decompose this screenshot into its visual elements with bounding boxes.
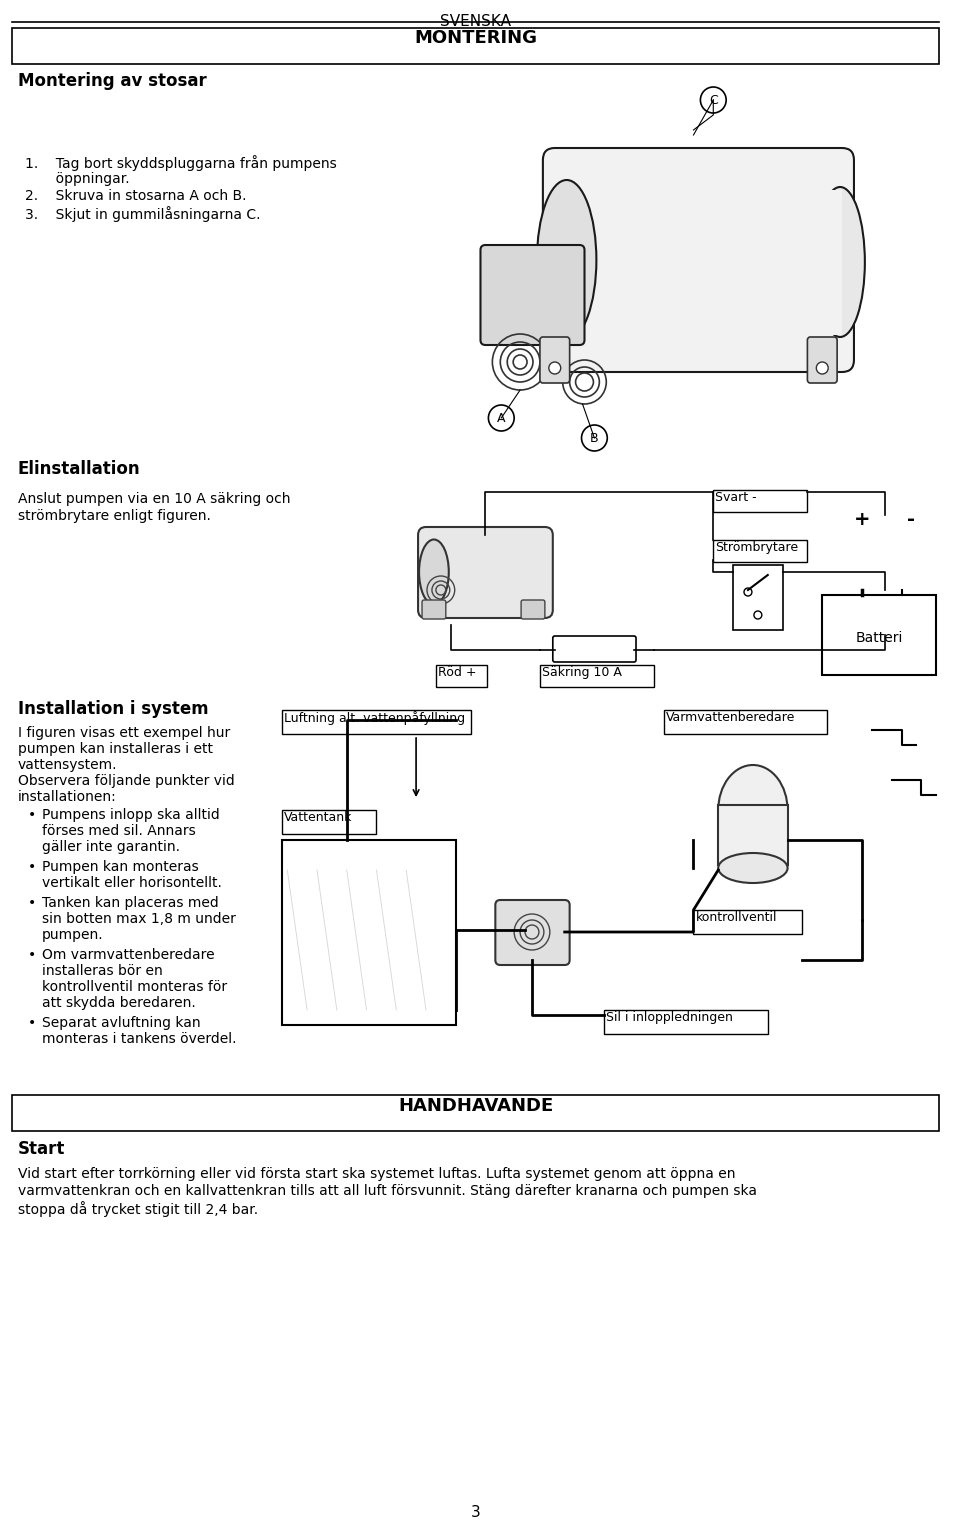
Text: Pumpen kan monteras: Pumpen kan monteras — [41, 860, 199, 874]
Text: Separat avluftning kan: Separat avluftning kan — [41, 1016, 201, 1030]
Bar — [282, 809, 376, 834]
Ellipse shape — [815, 187, 865, 337]
Text: pumpen kan installeras i ett: pumpen kan installeras i ett — [18, 742, 213, 756]
Text: Luftning alt. vattenpåfyllning: Luftning alt. vattenpåfyllning — [284, 711, 466, 725]
Bar — [282, 710, 470, 734]
Text: 2.    Skruva in stosarna A och B.: 2. Skruva in stosarna A och B. — [25, 190, 247, 203]
Text: +: + — [853, 509, 870, 529]
FancyBboxPatch shape — [718, 805, 787, 864]
Circle shape — [701, 87, 726, 113]
Bar — [540, 666, 654, 687]
Text: •: • — [28, 897, 36, 910]
Text: Varmvattenberedare: Varmvattenberedare — [665, 711, 795, 724]
FancyBboxPatch shape — [495, 900, 569, 965]
Text: Installation i system: Installation i system — [18, 701, 208, 718]
FancyBboxPatch shape — [540, 337, 569, 382]
Circle shape — [489, 405, 515, 431]
Text: HANDHAVANDE: HANDHAVANDE — [397, 1097, 553, 1115]
Text: Röd +: Röd + — [438, 666, 476, 679]
Bar — [604, 1010, 768, 1034]
Bar — [12, 28, 939, 64]
Text: vattensystem.: vattensystem. — [18, 757, 117, 773]
Text: kontrollventil: kontrollventil — [695, 910, 777, 924]
Text: MONTERING: MONTERING — [414, 29, 537, 47]
Text: 3: 3 — [470, 1506, 480, 1519]
Bar — [713, 490, 807, 513]
Text: Vattentank: Vattentank — [284, 811, 352, 825]
Text: SVENSKA: SVENSKA — [440, 14, 511, 29]
FancyBboxPatch shape — [422, 600, 445, 620]
Text: I figuren visas ett exempel hur: I figuren visas ett exempel hur — [18, 727, 230, 741]
Text: Anslut pumpen via en 10 A säkring och: Anslut pumpen via en 10 A säkring och — [18, 493, 290, 506]
Text: Strömbrytare: Strömbrytare — [715, 542, 799, 554]
FancyBboxPatch shape — [418, 526, 553, 618]
Text: kontrollventil monteras för: kontrollventil monteras för — [41, 981, 227, 994]
Ellipse shape — [537, 181, 596, 340]
Text: sin botten max 1,8 m under: sin botten max 1,8 m under — [41, 912, 235, 926]
Text: Start: Start — [18, 1140, 65, 1158]
Bar — [713, 540, 807, 562]
Text: Sil i inloppledningen: Sil i inloppledningen — [607, 1011, 733, 1024]
Text: Pumpens inlopp ska alltid: Pumpens inlopp ska alltid — [41, 808, 219, 822]
Circle shape — [816, 363, 828, 373]
Circle shape — [582, 425, 608, 451]
FancyBboxPatch shape — [543, 148, 854, 372]
FancyBboxPatch shape — [521, 600, 545, 620]
FancyBboxPatch shape — [807, 337, 837, 382]
Ellipse shape — [718, 765, 787, 855]
Text: Om varmvattenberedare: Om varmvattenberedare — [41, 949, 214, 962]
FancyBboxPatch shape — [480, 245, 585, 344]
Circle shape — [549, 363, 561, 373]
Bar — [663, 710, 828, 734]
Text: öppningar.: öppningar. — [25, 171, 130, 187]
Text: •: • — [28, 808, 36, 822]
Text: Elinstallation: Elinstallation — [18, 461, 140, 477]
Text: Observera följande punkter vid: Observera följande punkter vid — [18, 774, 234, 788]
Text: •: • — [28, 1016, 36, 1030]
Text: •: • — [28, 860, 36, 874]
Text: Montering av stosar: Montering av stosar — [18, 72, 206, 90]
FancyBboxPatch shape — [553, 636, 636, 662]
Bar — [693, 910, 803, 933]
Text: -: - — [907, 509, 916, 529]
Circle shape — [754, 610, 762, 620]
Text: Batteri: Batteri — [856, 630, 903, 646]
Text: strömbrytare enligt figuren.: strömbrytare enligt figuren. — [18, 509, 210, 523]
Text: vertikalt eller horisontellt.: vertikalt eller horisontellt. — [41, 877, 222, 890]
Text: varmvattenkran och en kallvattenkran tills att all luft försvunnit. Stäng däreft: varmvattenkran och en kallvattenkran til… — [18, 1184, 756, 1198]
Text: C: C — [708, 93, 718, 107]
Bar — [823, 595, 936, 675]
Ellipse shape — [420, 540, 448, 604]
Text: A: A — [497, 412, 506, 424]
Text: 1.    Tag bort skyddspluggarna från pumpens: 1. Tag bort skyddspluggarna från pumpens — [25, 155, 337, 171]
Text: att skydda beredaren.: att skydda beredaren. — [41, 996, 195, 1010]
Bar — [282, 840, 456, 1025]
FancyBboxPatch shape — [812, 190, 842, 335]
Text: Vid start efter torrkörning eller vid första start ska systemet luftas. Lufta sy: Vid start efter torrkörning eller vid fö… — [18, 1167, 735, 1181]
Text: •: • — [28, 949, 36, 962]
Text: Svart -: Svart - — [715, 491, 756, 503]
Text: installationen:: installationen: — [18, 789, 116, 803]
Bar — [12, 1095, 939, 1131]
Ellipse shape — [718, 854, 787, 883]
Bar — [733, 565, 782, 630]
Text: monteras i tankens överdel.: monteras i tankens överdel. — [41, 1033, 236, 1047]
Bar — [436, 666, 488, 687]
Text: pumpen.: pumpen. — [41, 929, 104, 942]
Circle shape — [744, 588, 752, 597]
Text: 3.    Skjut in gummilåsningarna C.: 3. Skjut in gummilåsningarna C. — [25, 207, 260, 222]
Text: Tanken kan placeras med: Tanken kan placeras med — [41, 897, 218, 910]
Text: Säkring 10 A: Säkring 10 A — [541, 666, 622, 679]
Text: gäller inte garantin.: gäller inte garantin. — [41, 840, 180, 854]
Text: förses med sil. Annars: förses med sil. Annars — [41, 825, 195, 838]
Text: installeras bör en: installeras bör en — [41, 964, 162, 978]
Text: B: B — [590, 431, 599, 445]
Text: stoppa då trycket stigit till 2,4 bar.: stoppa då trycket stigit till 2,4 bar. — [18, 1201, 258, 1216]
